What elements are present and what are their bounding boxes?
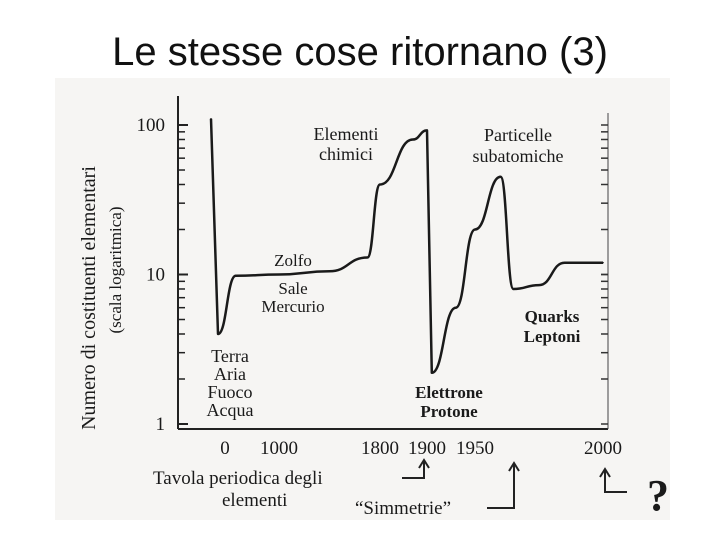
annotation-elementi: Elementi chimici xyxy=(314,124,379,164)
annotation-text: Aria xyxy=(214,364,246,384)
slide-title: Le stesse cose ritornano (3) xyxy=(112,30,608,74)
series-point xyxy=(366,256,369,259)
series-group xyxy=(209,118,604,375)
series-point xyxy=(474,228,476,231)
y-tick-labels: 1 10 100 xyxy=(137,115,166,435)
annotation-text: Elementi xyxy=(314,124,379,144)
series-line xyxy=(209,118,603,375)
annotation-text: Particelle xyxy=(484,125,552,145)
y-tick-label: 1 xyxy=(156,414,166,435)
annotation-text: chimici xyxy=(319,144,373,164)
annotation-text: Protone xyxy=(420,402,478,421)
annotation-text: Sale xyxy=(278,279,307,298)
series-point xyxy=(217,333,219,335)
chart-figure: 1 10 100 0 1000 1800 1900 1950 2000 Numero di c… xyxy=(55,78,670,520)
x-tick-label: 0 xyxy=(220,438,230,459)
series-point xyxy=(538,284,540,286)
y-axis-label: Numero di costituenti elementari xyxy=(78,166,100,430)
annotation-text: Terra xyxy=(211,346,249,366)
x-tick-label: 1900 xyxy=(408,438,446,459)
x-tick-label: 1950 xyxy=(456,438,494,459)
annotation-text: subatomiche xyxy=(473,146,564,166)
series-point xyxy=(431,372,433,374)
x-tick-label: 1000 xyxy=(260,438,298,459)
annotation-text: Zolfo xyxy=(274,251,312,270)
x-tick-label: 2000 xyxy=(584,438,622,459)
series-point xyxy=(210,118,212,120)
left-minor-ticks xyxy=(178,124,188,425)
x-tick-labels: 0 1000 1800 1900 1950 2000 xyxy=(220,438,622,459)
series-point xyxy=(455,306,457,309)
arrow-2000-icon xyxy=(599,467,627,493)
footnote-question: ? xyxy=(647,471,669,520)
series-point xyxy=(602,261,604,264)
annotation-text: Acqua xyxy=(207,400,254,420)
series-point xyxy=(278,273,280,276)
plot-frame xyxy=(177,96,609,430)
annotation-text: Quarks xyxy=(525,307,580,326)
series-point xyxy=(499,176,502,178)
annotation-terra: Terra Aria Fuoco Acqua xyxy=(207,346,254,420)
annotation-elettrone: Elettrone Protone xyxy=(415,383,483,421)
annotation-text: Mercurio xyxy=(261,297,324,316)
footnote-simmetrie: “Simmetrie” xyxy=(355,498,451,519)
annotation-text: Leptoni xyxy=(524,327,581,346)
series-point xyxy=(426,129,428,132)
y-tick-label: 100 xyxy=(137,115,166,136)
annotation-text: Elettrone xyxy=(415,383,483,402)
y-tick-label: 10 xyxy=(146,265,165,286)
annotation-zolfo: Zolfo Sale Mercurio xyxy=(261,251,324,316)
series-point xyxy=(235,275,237,277)
series-point xyxy=(563,261,566,264)
right-minor-ticks xyxy=(601,124,608,425)
annotation-text: Fuoco xyxy=(208,382,253,402)
footnote-tavola-line2: elementi xyxy=(222,490,287,511)
annotation-quarks: Quarks Leptoni xyxy=(524,307,581,346)
y-axis-sublabel: (scala logaritmica) xyxy=(106,207,125,334)
footnote-tavola-line1: Tavola periodica degli xyxy=(153,468,323,489)
series-point xyxy=(512,288,515,290)
x-tick-label: 1800 xyxy=(361,438,399,459)
series-point xyxy=(328,270,331,273)
series-point xyxy=(379,183,381,186)
arrow-1900-icon xyxy=(402,458,430,479)
arrow-1950-icon xyxy=(487,461,520,509)
series-point xyxy=(412,138,414,141)
annotation-particelle: Particelle subatomiche xyxy=(473,125,564,166)
chart-svg: 1 10 100 0 1000 1800 1900 1950 2000 Numero di c… xyxy=(78,96,669,520)
